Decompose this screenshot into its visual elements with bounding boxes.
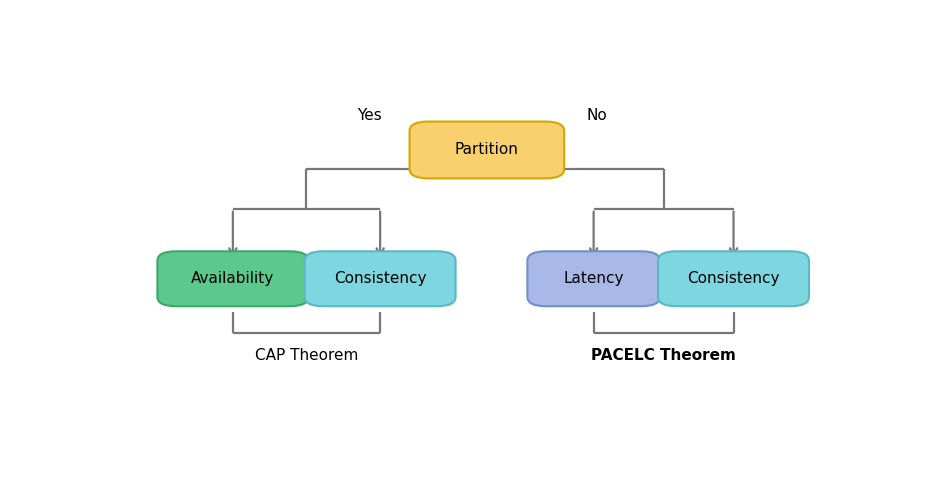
FancyBboxPatch shape bbox=[158, 251, 309, 306]
Text: Partition: Partition bbox=[455, 143, 519, 157]
Text: Consistency: Consistency bbox=[687, 271, 780, 286]
FancyBboxPatch shape bbox=[305, 251, 456, 306]
Text: Latency: Latency bbox=[563, 271, 624, 286]
Text: No: No bbox=[587, 108, 608, 123]
FancyBboxPatch shape bbox=[658, 251, 809, 306]
Text: CAP Theorem: CAP Theorem bbox=[255, 348, 358, 363]
Text: PACELC Theorem: PACELC Theorem bbox=[591, 348, 736, 363]
Text: Yes: Yes bbox=[356, 108, 382, 123]
FancyBboxPatch shape bbox=[409, 122, 564, 179]
Text: Consistency: Consistency bbox=[333, 271, 427, 286]
FancyBboxPatch shape bbox=[527, 251, 660, 306]
Text: Availability: Availability bbox=[191, 271, 275, 286]
